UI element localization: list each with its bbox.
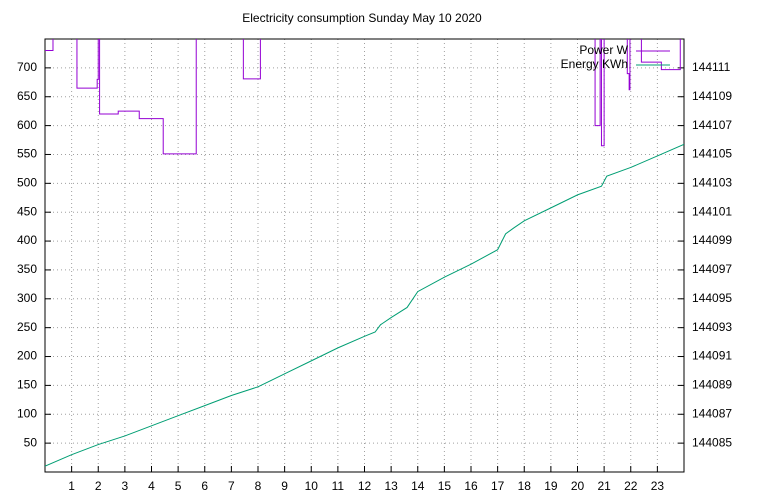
- y-tick-label: 250: [17, 320, 37, 334]
- y-tick-label: 300: [17, 291, 37, 305]
- x-tick-label: 9: [281, 479, 288, 493]
- y-tick-label: 700: [17, 60, 37, 74]
- y-tick-label: 500: [17, 176, 37, 190]
- y2-tick-label: 144089: [692, 378, 732, 392]
- y-tick-label: 400: [17, 233, 37, 247]
- x-tick-label: 12: [358, 479, 372, 493]
- y2-tick-label: 144109: [692, 89, 732, 103]
- y2-tick-label: 144105: [692, 147, 732, 161]
- x-tick-label: 17: [491, 479, 505, 493]
- y2-tick-label: 144095: [692, 291, 732, 305]
- x-tick-label: 6: [201, 479, 208, 493]
- y-tick-label: 50: [24, 435, 38, 449]
- x-tick-label: 20: [571, 479, 585, 493]
- x-tick-label: 1: [68, 479, 75, 493]
- x-tick-label: 23: [651, 479, 665, 493]
- y2-tick-label: 144099: [692, 233, 732, 247]
- y2-tick-label: 144087: [692, 406, 732, 420]
- x-tick-label: 19: [544, 479, 558, 493]
- y2-tick-label: 144085: [692, 435, 732, 449]
- x-tick-label: 5: [175, 479, 182, 493]
- x-tick-label: 13: [384, 479, 398, 493]
- y2-tick-label: 144091: [692, 349, 732, 363]
- legend-label: Power W: [579, 43, 628, 57]
- y2-tick-label: 144093: [692, 320, 732, 334]
- x-tick-label: 7: [228, 479, 235, 493]
- series-line: [45, 39, 681, 155]
- x-tick-label: 3: [122, 479, 129, 493]
- plot-border: [44, 38, 685, 473]
- legend-label: Energy KWh: [561, 57, 628, 71]
- y-tick-label: 200: [17, 349, 37, 363]
- y-tick-label: 450: [17, 204, 37, 218]
- y2-tick-label: 144103: [692, 176, 732, 190]
- x-tick-label: 2: [95, 479, 102, 493]
- x-tick-label: 10: [305, 479, 319, 493]
- x-tick-label: 4: [148, 479, 155, 493]
- x-tick-label: 15: [438, 479, 452, 493]
- y-tick-label: 150: [17, 378, 37, 392]
- x-tick-label: 22: [624, 479, 638, 493]
- plot-area: [45, 39, 684, 467]
- chart-title: Electricity consumption Sunday May 10 20…: [242, 11, 482, 25]
- y2-tick-label: 144111: [692, 60, 731, 74]
- y-tick-label: 600: [17, 118, 37, 132]
- y2-tick-label: 144097: [692, 262, 732, 276]
- y2-tick-label: 144107: [692, 118, 732, 132]
- x-tick-label: 21: [597, 479, 611, 493]
- y-tick-label: 350: [17, 262, 37, 276]
- series-line: [45, 143, 684, 467]
- x-tick-label: 8: [255, 479, 262, 493]
- x-tick-label: 18: [518, 479, 532, 493]
- x-tick-label: 16: [464, 479, 478, 493]
- y-tick-label: 650: [17, 89, 37, 103]
- x-tick-label: 14: [411, 479, 425, 493]
- y-tick-label: 100: [17, 406, 37, 420]
- y2-tick-label: 144101: [692, 204, 732, 218]
- y-tick-label: 550: [17, 147, 37, 161]
- x-tick-label: 11: [332, 479, 345, 493]
